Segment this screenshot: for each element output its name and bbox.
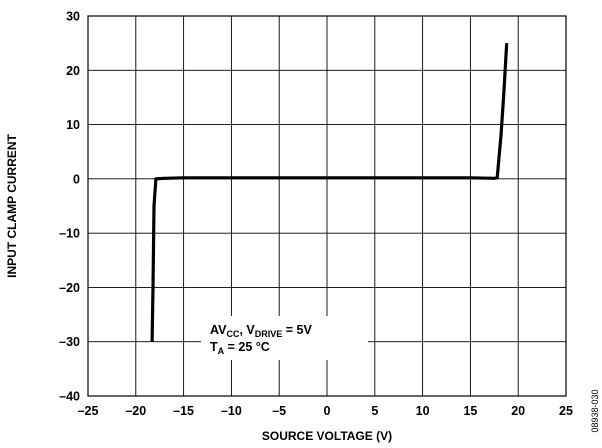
figure-id: 08938-030 (590, 389, 600, 432)
x-tick-label: –5 (272, 404, 286, 418)
y-tick-label: 0 (73, 172, 80, 186)
x-tick-label: –10 (221, 404, 242, 418)
series-layer (150, 43, 509, 342)
y-tick-label: –40 (59, 390, 80, 404)
y-tick-label: 10 (66, 118, 80, 132)
x-tick-label: 10 (416, 404, 430, 418)
x-tick-label: 15 (463, 404, 477, 418)
x-tick-label: 20 (511, 404, 525, 418)
annotation-box: AVCC, VDRIVE = 5V TA = 25 °C (201, 316, 368, 360)
y-tick-labels: –40 –30 –20 –10 0 10 20 30 (59, 10, 80, 404)
x-tick-label: –15 (173, 404, 194, 418)
x-tick-labels: –25 –20 –15 –10 –5 0 5 10 15 20 25 (78, 404, 573, 418)
annotation-background (201, 316, 368, 360)
x-tick-label: –25 (78, 404, 99, 418)
plot-frame (87, 15, 567, 397)
y-tick-label: –30 (59, 335, 80, 349)
x-tick-label: 25 (559, 404, 573, 418)
y-tick-label: 30 (66, 10, 80, 24)
series-line (150, 43, 509, 342)
y-tick-label: –20 (59, 281, 80, 295)
x-tick-label: 0 (324, 404, 331, 418)
annotation-line-1: AVCC, VDRIVE = 5V (210, 323, 312, 339)
annotation-line-2: TA = 25 °C (210, 340, 270, 356)
y-tick-label: –10 (59, 227, 80, 241)
x-tick-label: 5 (371, 404, 378, 418)
y-axis-label: INPUT CLAMP CURRENT (5, 133, 19, 277)
y-tick-label: 20 (66, 64, 80, 78)
x-axis-label: SOURCE VOLTAGE (V) (262, 429, 392, 443)
x-tick-label: –20 (125, 404, 146, 418)
